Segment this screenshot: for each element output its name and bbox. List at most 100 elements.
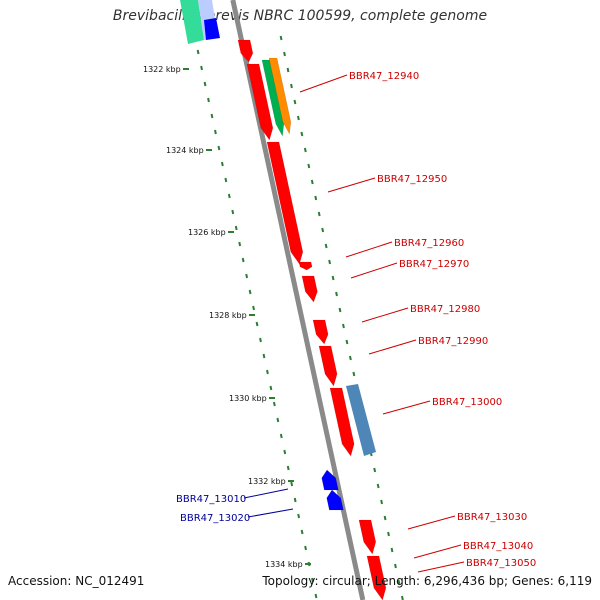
genome-summary-text: Topology: circular; Length: 6,296,436 bp… bbox=[262, 574, 592, 588]
ruler-dot bbox=[293, 99, 297, 105]
label-connector bbox=[345, 241, 393, 258]
ruler-dot bbox=[259, 337, 262, 343]
ruler-dot bbox=[248, 289, 252, 295]
gene-label: BBR47_12960 bbox=[394, 238, 464, 249]
ruler-dot bbox=[283, 449, 287, 455]
label-connector bbox=[299, 74, 348, 93]
scale-label: 1322 kbp bbox=[143, 65, 181, 74]
ruler-dot bbox=[245, 273, 249, 279]
label-connector bbox=[327, 177, 376, 193]
ruler-dot bbox=[266, 369, 269, 375]
gene-label: BBR47_13030 bbox=[457, 512, 527, 523]
gene-arrow bbox=[266, 141, 304, 265]
ruler-dot bbox=[196, 49, 200, 55]
ruler-dot bbox=[342, 323, 345, 329]
gene-label: BBR47_13010 bbox=[176, 494, 246, 505]
gene-label: BBR47_12990 bbox=[418, 336, 488, 347]
scale-label: 1334 kbp bbox=[265, 560, 303, 569]
ruler-dot bbox=[231, 209, 235, 215]
ruler-dot bbox=[390, 547, 394, 553]
ruler-dot bbox=[290, 83, 293, 89]
ruler-dot bbox=[227, 193, 231, 199]
feature-block bbox=[346, 384, 376, 456]
gene-arrow bbox=[358, 519, 377, 555]
ruler-dot bbox=[345, 339, 349, 345]
scale-ruler-inner bbox=[196, 49, 318, 599]
scale-label: 1332 kbp bbox=[248, 477, 286, 486]
ruler-dot bbox=[210, 113, 214, 119]
gene-label: BBR47_13050 bbox=[466, 558, 536, 569]
label-connector bbox=[407, 515, 456, 530]
label-connectors bbox=[243, 74, 465, 573]
scale-label: 1324 kbp bbox=[166, 146, 204, 155]
ruler-dot bbox=[335, 291, 338, 297]
ruler-dot bbox=[207, 97, 210, 103]
backbone-line bbox=[230, 0, 366, 600]
partial-feature-green bbox=[180, 0, 204, 44]
gene-label: BBR47_12940 bbox=[349, 71, 419, 82]
gene-arrow bbox=[301, 275, 318, 303]
gene-features bbox=[180, 0, 387, 600]
gene-arrow bbox=[329, 387, 355, 457]
ruler-dot bbox=[314, 593, 318, 599]
label-connector bbox=[368, 339, 417, 355]
ruler-dot bbox=[376, 483, 380, 489]
gene-label: BBR47_13020 bbox=[180, 513, 250, 524]
ruler-dot bbox=[293, 497, 297, 503]
label-connector bbox=[243, 488, 289, 499]
gene-label: BBR47_12970 bbox=[399, 259, 469, 270]
ruler-dot bbox=[262, 353, 266, 359]
ruler-dot bbox=[203, 81, 207, 87]
ruler-dot bbox=[238, 241, 242, 247]
ruler-dot bbox=[241, 257, 245, 263]
ruler-dot bbox=[290, 481, 294, 487]
gene-arrow bbox=[298, 261, 313, 271]
ruler-dot bbox=[397, 579, 401, 585]
labels-layer: 1322 kbp 1324 kbp 1326 kbp 1328 kbp 1330 kbp… bbox=[143, 65, 536, 569]
label-connector bbox=[417, 561, 465, 573]
ruler-dot bbox=[324, 243, 328, 249]
ruler-dot bbox=[310, 179, 314, 185]
gene-label: BBR47_12980 bbox=[410, 304, 480, 315]
ruler-dot bbox=[394, 563, 397, 569]
scale-label: 1330 kbp bbox=[229, 394, 267, 403]
accession-text: Accession: NC_012491 bbox=[8, 574, 145, 588]
ruler-dot bbox=[311, 577, 314, 583]
ruler-dot bbox=[348, 355, 352, 361]
ruler-dot bbox=[373, 467, 377, 473]
scale-label: 1326 kbp bbox=[188, 228, 226, 237]
ruler-dot bbox=[286, 67, 290, 73]
ruler-dot bbox=[387, 531, 390, 537]
gene-label: BBR47_13040 bbox=[463, 541, 533, 552]
ruler-dot bbox=[297, 513, 301, 519]
gene-arrow bbox=[237, 39, 254, 63]
gene-label: BBR47_13000 bbox=[432, 397, 502, 408]
ruler-dot bbox=[380, 499, 384, 505]
ruler-dot bbox=[214, 129, 217, 135]
ruler-dot bbox=[269, 385, 273, 391]
label-connector bbox=[350, 262, 398, 279]
ruler-dot bbox=[321, 227, 325, 233]
ruler-dot bbox=[314, 195, 318, 201]
gene-arrow bbox=[366, 555, 387, 600]
rna-feature-arrow bbox=[261, 59, 285, 137]
label-connector bbox=[361, 307, 409, 323]
ruler-dot bbox=[303, 147, 307, 153]
ruler-dot bbox=[286, 465, 290, 471]
ruler-dot bbox=[331, 275, 335, 281]
ruler-dot bbox=[338, 307, 342, 313]
ruler-dot bbox=[255, 321, 259, 327]
label-connector bbox=[247, 508, 294, 518]
ruler-dot bbox=[252, 305, 255, 311]
ruler-dot bbox=[283, 51, 286, 57]
ruler-dot bbox=[220, 161, 224, 167]
ruler-dot bbox=[200, 65, 203, 71]
rna-feature-arrow bbox=[268, 57, 292, 135]
ruler-dot bbox=[304, 545, 307, 551]
scale-label: 1328 kbp bbox=[209, 311, 247, 320]
ruler-dot bbox=[300, 131, 304, 137]
ruler-dot bbox=[272, 401, 276, 407]
ruler-dot bbox=[307, 163, 311, 169]
gene-arrow bbox=[312, 319, 329, 345]
